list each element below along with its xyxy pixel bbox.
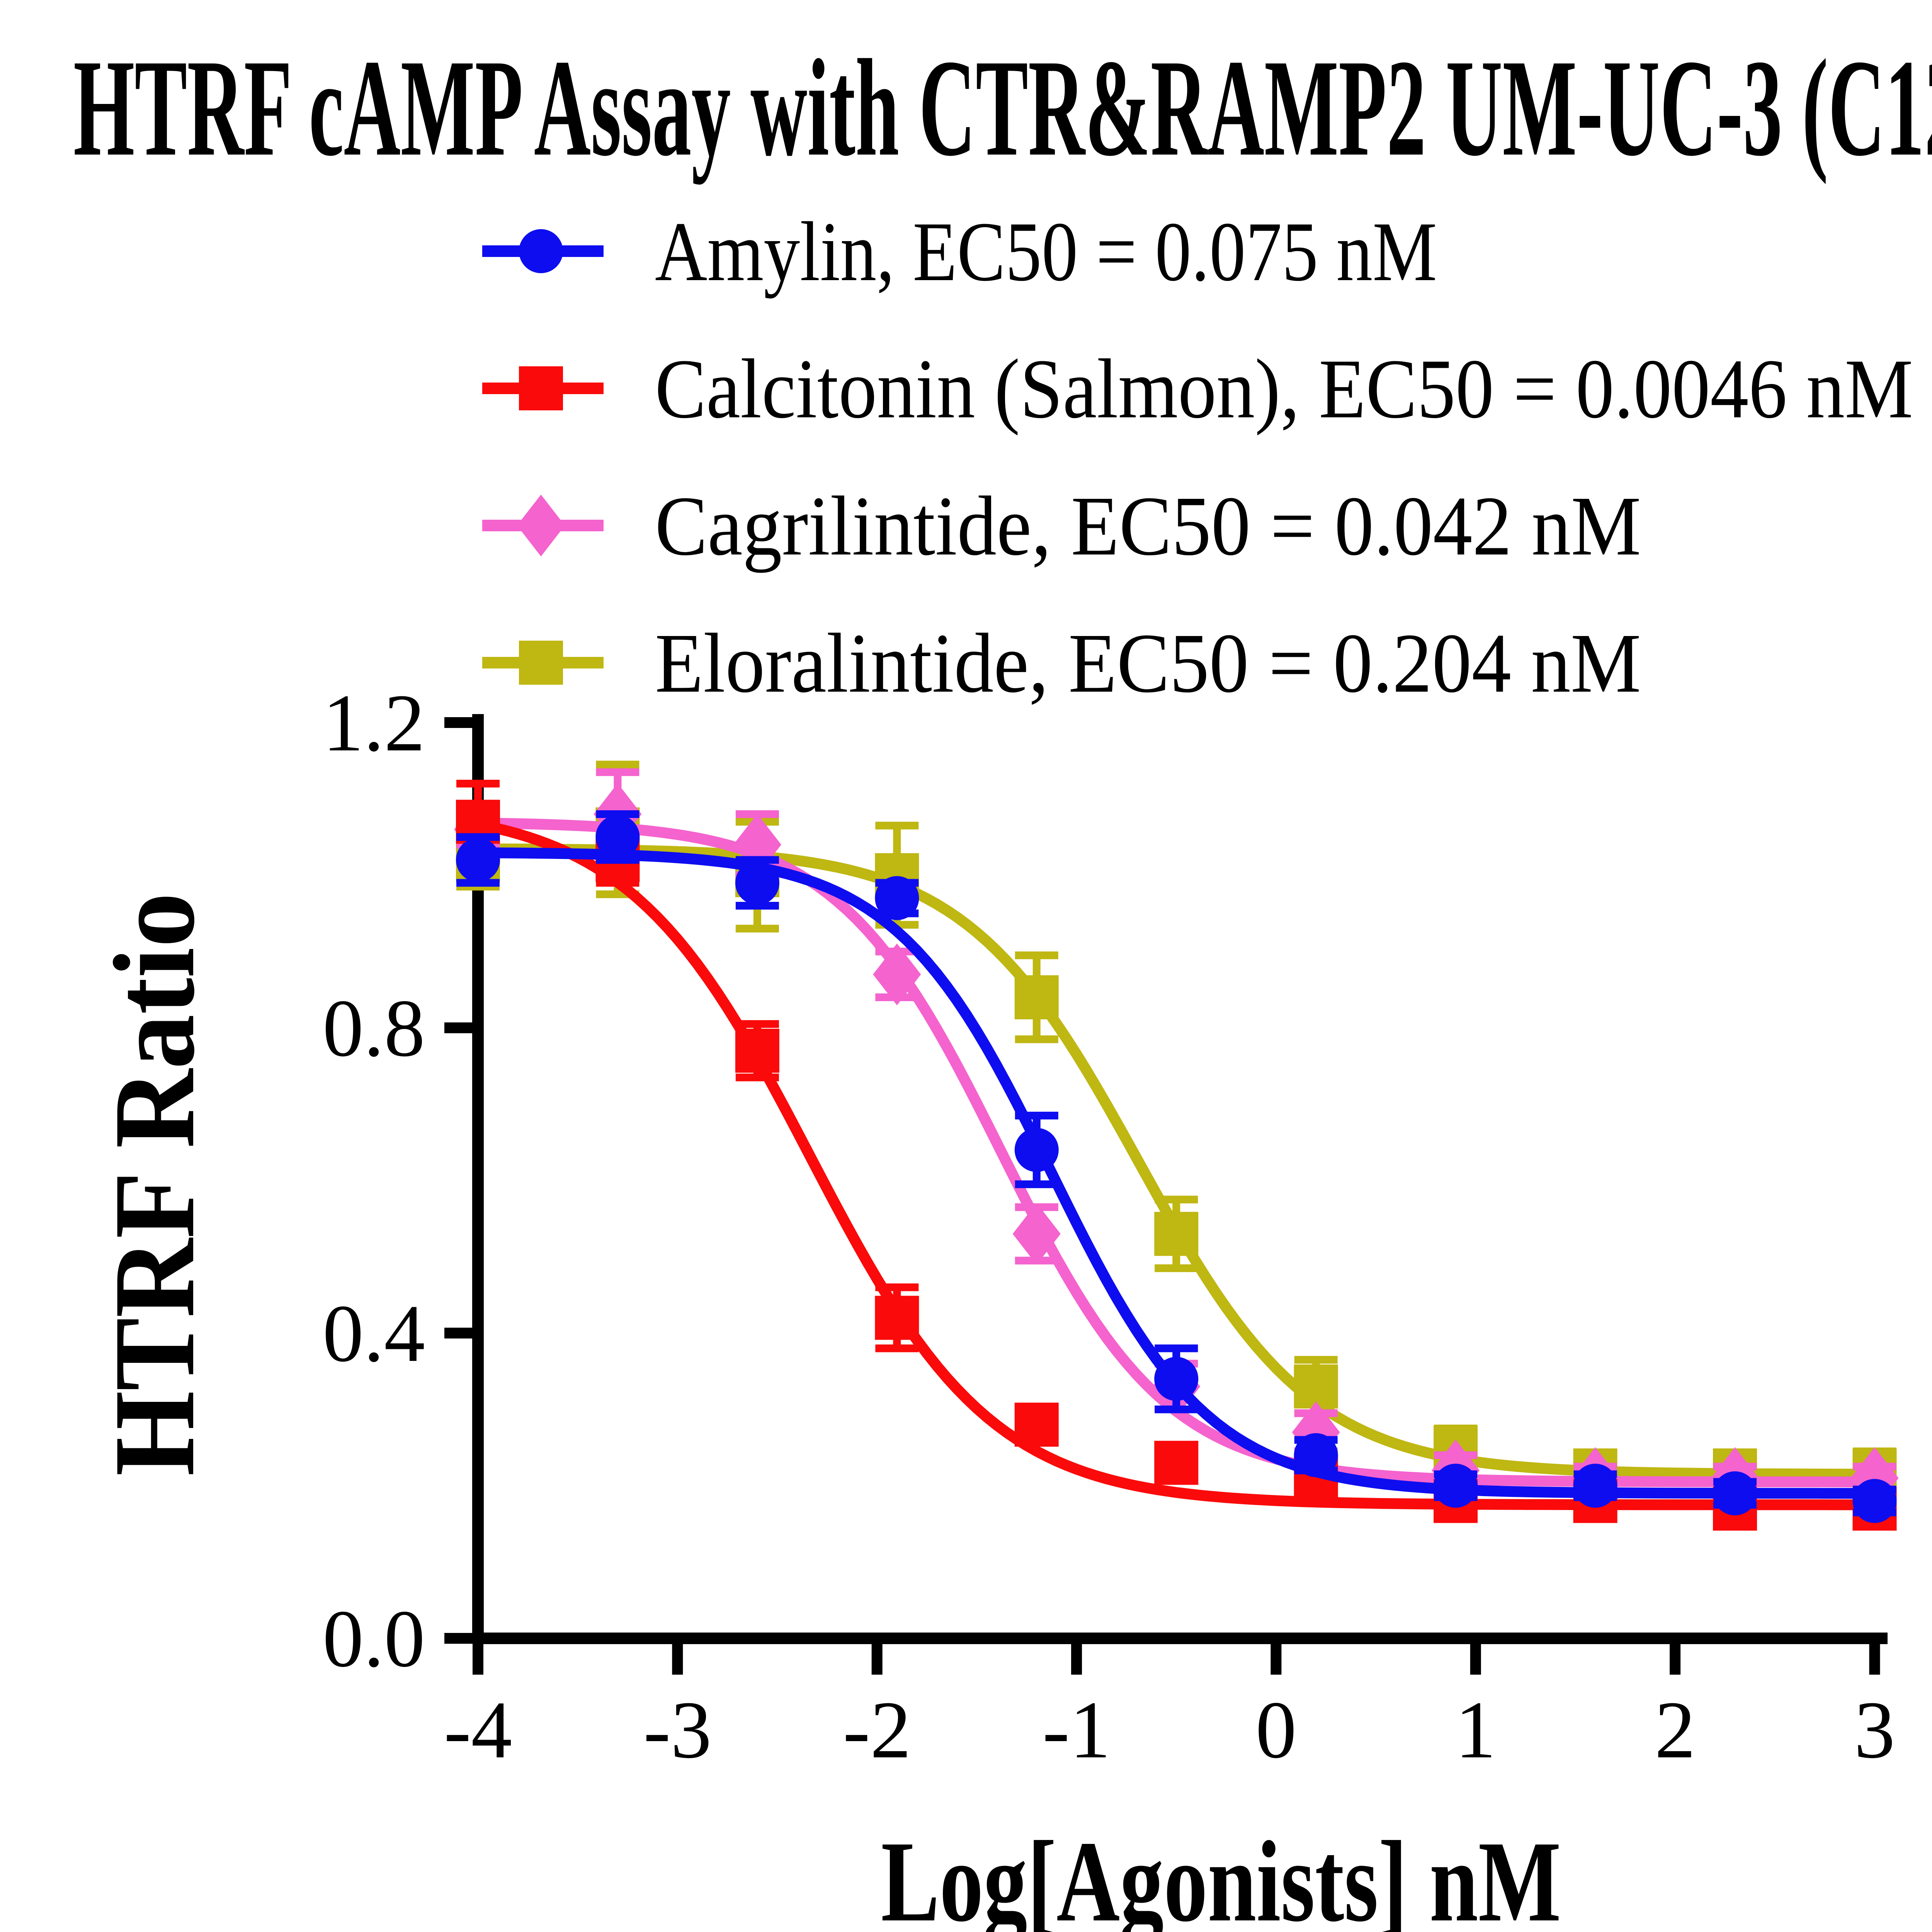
plot-area: 0.0 0.4 0.8 1.2 -4 -3 -2 -1 0 1 2 3 bbox=[323, 677, 1899, 1775]
legend-item-cagrilintide: Cagrilintide, EC50 = 0.042 nM bbox=[482, 479, 1641, 573]
data-point-cagrilintide bbox=[1012, 1203, 1061, 1265]
legend-label-calcitonin: Calcitonin (Salmon), EC50 = 0.0046 nM bbox=[655, 342, 1913, 436]
y-tick-label: 0.4 bbox=[323, 1288, 425, 1379]
data-point-calcitonin bbox=[1014, 1403, 1059, 1447]
legend: Amylin, EC50 = 0.075 nM Calcitonin (Salm… bbox=[482, 204, 1913, 710]
x-tick-label: -1 bbox=[1043, 1684, 1111, 1775]
legend-label-eloralintide: Eloralintide, EC50 = 0.204 nM bbox=[655, 616, 1641, 710]
data-point-amylin bbox=[595, 815, 640, 859]
data-point-amylin bbox=[1573, 1464, 1617, 1508]
chart-title: HTRF cAMP Assay with CTR&RAMP2 UM-UC-3 (… bbox=[73, 31, 1932, 185]
data-point-cagrilintide bbox=[873, 943, 921, 1005]
legend-item-amylin: Amylin, EC50 = 0.075 nM bbox=[482, 204, 1437, 299]
legend-marker bbox=[519, 641, 563, 685]
legend-item-calcitonin: Calcitonin (Salmon), EC50 = 0.0046 nM bbox=[482, 342, 1913, 436]
legend-marker-square-icon bbox=[482, 641, 604, 685]
data-point-eloralintide bbox=[1294, 1364, 1338, 1409]
y-tick-label: 0.0 bbox=[323, 1593, 425, 1684]
data-point-amylin bbox=[1154, 1357, 1199, 1401]
data-point-amylin bbox=[1294, 1433, 1338, 1477]
x-tick-label: 3 bbox=[1854, 1684, 1895, 1775]
data-point-amylin bbox=[456, 838, 500, 882]
legend-marker-circle-icon bbox=[482, 229, 604, 273]
curve-calcitonin bbox=[473, 819, 1880, 1510]
x-tick-label: 2 bbox=[1655, 1684, 1696, 1775]
x-tick-label: 1 bbox=[1455, 1684, 1496, 1775]
data-point-amylin bbox=[875, 876, 919, 920]
legend-marker bbox=[517, 495, 565, 556]
legend-label-amylin: Amylin, EC50 = 0.075 nM bbox=[655, 204, 1437, 299]
legend-marker bbox=[519, 366, 563, 410]
data-point-amylin bbox=[1713, 1471, 1757, 1515]
data-point-eloralintide bbox=[1014, 975, 1059, 1019]
data-point-eloralintide bbox=[1154, 1212, 1199, 1256]
y-axis-title: HTRF Ratio bbox=[90, 893, 218, 1476]
x-tick-label: -4 bbox=[444, 1684, 512, 1775]
x-tick-label: -3 bbox=[643, 1684, 712, 1775]
legend-label-cagrilintide: Cagrilintide, EC50 = 0.042 nM bbox=[655, 479, 1641, 573]
data-point-calcitonin bbox=[875, 1296, 919, 1340]
legend-marker-square-icon bbox=[482, 366, 604, 410]
data-point-calcitonin bbox=[735, 1029, 779, 1073]
legend-item-eloralintide: Eloralintide, EC50 = 0.204 nM bbox=[482, 616, 1641, 710]
y-tick-label: 0.8 bbox=[323, 983, 425, 1073]
data-point-amylin bbox=[1434, 1464, 1478, 1508]
legend-marker bbox=[519, 229, 563, 273]
legend-marker-diamond-icon bbox=[482, 495, 604, 556]
data-point-amylin bbox=[1852, 1479, 1897, 1523]
data-point-amylin bbox=[1014, 1128, 1059, 1172]
data-point-calcitonin bbox=[1154, 1440, 1199, 1485]
x-tick-label: 0 bbox=[1255, 1684, 1296, 1775]
y-tick-label: 1.2 bbox=[323, 677, 425, 768]
data-point-amylin bbox=[735, 861, 779, 905]
x-tick-label: -2 bbox=[843, 1684, 911, 1775]
x-axis-title: Log[Agonists] nM bbox=[881, 1817, 1561, 1932]
